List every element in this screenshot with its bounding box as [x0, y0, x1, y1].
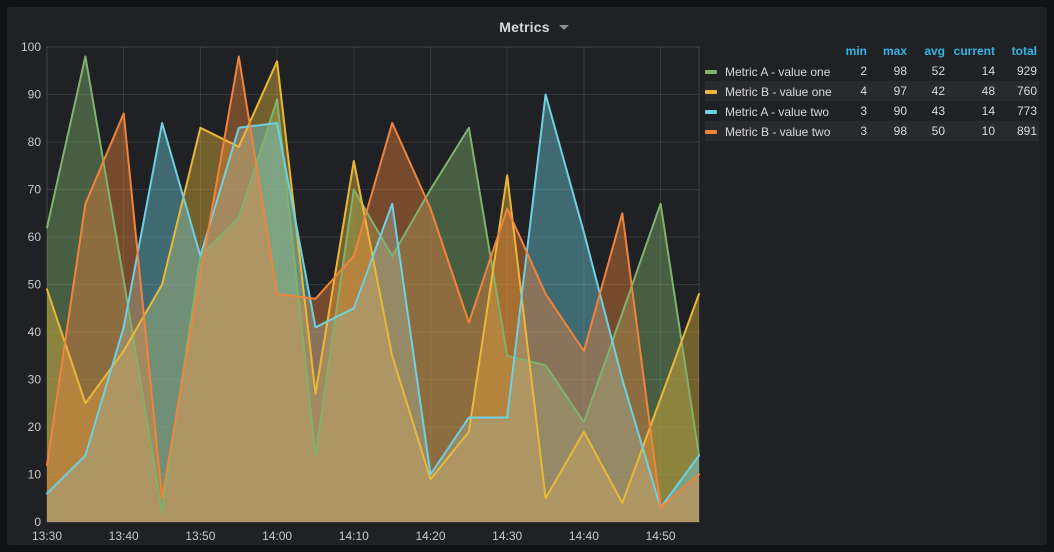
legend-row: Metric A - value two 3 90 43 14 773 — [705, 101, 1039, 121]
legend-max-value: 90 — [893, 104, 907, 118]
legend-total-value: 773 — [1016, 104, 1037, 118]
svg-text:14:20: 14:20 — [415, 529, 445, 543]
svg-text:13:40: 13:40 — [109, 529, 139, 543]
svg-text:14:50: 14:50 — [646, 529, 676, 543]
legend-swatch — [705, 110, 717, 114]
legend-swatch — [705, 70, 717, 74]
legend-series-label: Metric B - value two — [725, 125, 831, 139]
panel-header[interactable]: Metrics — [14, 14, 1054, 40]
legend-min-value: 4 — [860, 84, 867, 98]
legend-series-toggle[interactable]: Metric B - value two — [705, 125, 830, 139]
legend-header-min[interactable]: min — [845, 44, 867, 58]
legend-current-value: 14 — [981, 64, 995, 78]
legend-table: min max avg current total Metric A - val… — [705, 42, 1039, 141]
legend-avg-value: 50 — [931, 124, 945, 138]
legend-row: Metric B - value one 4 97 42 48 760 — [705, 81, 1039, 101]
legend-min-value: 3 — [860, 104, 867, 118]
legend-header-max[interactable]: max — [882, 44, 907, 58]
svg-text:14:40: 14:40 — [569, 529, 599, 543]
legend-swatch — [705, 90, 717, 94]
legend-total-value: 929 — [1016, 64, 1037, 78]
legend-series-label: Metric B - value one — [725, 85, 832, 99]
legend-series-toggle[interactable]: Metric A - value one — [705, 65, 830, 79]
legend-total-value: 760 — [1016, 84, 1037, 98]
legend-max-value: 98 — [893, 64, 907, 78]
metrics-chart[interactable]: 0 10 20 30 40 50 60 70 80 90 100 13:30 13:40 13:50 14:… — [7, 7, 1054, 552]
svg-text:50: 50 — [28, 278, 42, 292]
legend-max-value: 97 — [893, 84, 907, 98]
chevron-down-icon — [558, 24, 569, 30]
svg-text:60: 60 — [28, 230, 42, 244]
svg-text:13:30: 13:30 — [32, 529, 62, 543]
legend-series-label: Metric A - value two — [725, 105, 830, 119]
legend-header-avg[interactable]: avg — [924, 44, 945, 58]
legend-avg-value: 52 — [931, 64, 945, 78]
legend-min-value: 3 — [860, 124, 867, 138]
svg-text:0: 0 — [34, 515, 41, 529]
svg-text:30: 30 — [28, 373, 42, 387]
svg-text:20: 20 — [28, 420, 42, 434]
svg-text:13:50: 13:50 — [185, 529, 215, 543]
legend-current-value: 48 — [981, 84, 995, 98]
svg-text:10: 10 — [28, 468, 42, 482]
legend-series-label: Metric A - value one — [725, 65, 831, 79]
svg-text:90: 90 — [28, 88, 42, 102]
panel-title: Metrics — [499, 19, 550, 35]
legend-avg-value: 43 — [931, 104, 945, 118]
legend-header-current[interactable]: current — [953, 44, 995, 58]
legend-series-toggle[interactable]: Metric B - value one — [705, 85, 832, 99]
svg-text:100: 100 — [21, 40, 41, 54]
svg-text:80: 80 — [28, 135, 42, 149]
legend-avg-value: 42 — [931, 84, 945, 98]
legend-swatch — [705, 130, 717, 134]
legend-header-total[interactable]: total — [1011, 44, 1037, 58]
metrics-panel: Metrics 0 10 20 30 40 50 60 70 80 90 100 13:30 13:40… — [7, 7, 1047, 545]
legend-header-row: min max avg current total — [705, 42, 1039, 61]
svg-text:14:00: 14:00 — [262, 529, 292, 543]
svg-text:40: 40 — [28, 325, 42, 339]
legend-current-value: 10 — [981, 124, 995, 138]
legend-min-value: 2 — [860, 64, 867, 78]
legend-max-value: 98 — [893, 124, 907, 138]
svg-text:14:10: 14:10 — [339, 529, 369, 543]
legend-row: Metric A - value one 2 98 52 14 929 — [705, 61, 1039, 81]
legend-row: Metric B - value two 3 98 50 10 891 — [705, 121, 1039, 141]
legend-series-toggle[interactable]: Metric A - value two — [705, 105, 829, 119]
svg-text:14:30: 14:30 — [492, 529, 522, 543]
svg-text:70: 70 — [28, 183, 42, 197]
legend-total-value: 891 — [1016, 124, 1037, 138]
legend-current-value: 14 — [981, 104, 995, 118]
